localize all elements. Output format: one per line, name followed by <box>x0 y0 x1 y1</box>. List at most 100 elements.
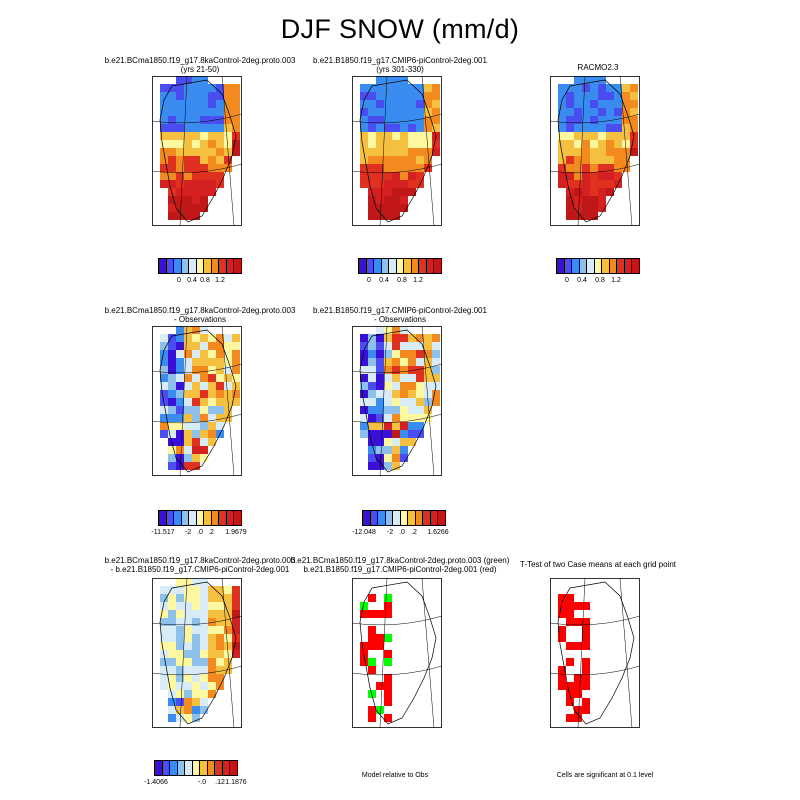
grid-cell <box>614 92 622 100</box>
grid-cell <box>416 148 424 156</box>
longitude-line <box>379 76 388 226</box>
grid-cell <box>200 188 208 196</box>
grid-cell <box>184 390 192 398</box>
grid-cell <box>408 366 416 374</box>
grid-cell <box>208 382 216 390</box>
grid-cell <box>384 164 392 172</box>
grid-cell <box>224 124 232 132</box>
grid-cell <box>384 390 392 398</box>
grid-cell <box>400 390 408 398</box>
latitude-line <box>550 615 640 626</box>
grid-cell <box>200 706 208 714</box>
map-frame <box>152 326 242 476</box>
grid-cell <box>360 414 368 422</box>
colorbar-swatch <box>204 259 212 273</box>
grid-cell <box>384 148 392 156</box>
grid-cell <box>416 366 424 374</box>
grid-cell <box>232 650 240 658</box>
grid-cell <box>216 398 224 406</box>
map-svg <box>152 76 242 226</box>
panel-title-line: b.e21.BCma1850.f19_g17.8kaControl-2deg.p… <box>104 306 296 315</box>
significant-cell <box>558 674 566 682</box>
significant-cell <box>368 666 376 674</box>
colorbar-swatch <box>415 511 424 525</box>
grid-cell <box>384 84 392 92</box>
grid-cell <box>168 382 176 390</box>
grid-cell <box>432 366 440 374</box>
colorbar-tick: -11.517 <box>151 529 175 536</box>
grid-cell <box>192 674 200 682</box>
grid-cell <box>200 334 208 342</box>
grid-cell <box>176 116 184 124</box>
colorbar-swatch <box>166 259 175 273</box>
grid-cell <box>224 366 232 374</box>
grid-cell <box>208 602 216 610</box>
grid-cell <box>224 594 232 602</box>
grid-cell <box>408 430 416 438</box>
grid-cell <box>160 666 168 674</box>
grid-cell <box>216 674 224 682</box>
grid-cell <box>614 172 622 180</box>
grid-cell <box>176 212 184 220</box>
grid-cell <box>160 430 168 438</box>
grid-cell <box>184 430 192 438</box>
significant-cell <box>376 682 384 690</box>
grid-cell <box>192 116 200 124</box>
grid-cell <box>192 172 200 180</box>
grid-cell <box>200 698 208 706</box>
grid-cell <box>384 438 392 446</box>
grid-cell <box>184 148 192 156</box>
grid-cell <box>176 714 184 722</box>
significant-cell <box>384 714 392 722</box>
grid-cell <box>176 626 184 634</box>
grid-cell <box>416 124 424 132</box>
grid-cell <box>192 602 200 610</box>
grid-cell <box>582 108 590 116</box>
grid-cell <box>208 358 216 366</box>
grid-cell <box>574 76 582 84</box>
colorbar-tick: 0.4 <box>577 277 587 284</box>
significant-cell <box>368 658 376 666</box>
grid-cell <box>606 108 614 116</box>
grid-cell <box>184 374 192 382</box>
colorbar-swatch <box>226 259 235 273</box>
grid-cell <box>224 342 232 350</box>
colorbar-swatch <box>594 259 603 273</box>
grid-cell <box>432 374 440 382</box>
grid-cell <box>216 414 224 422</box>
grid-cell <box>630 140 638 148</box>
grid-cell <box>416 108 424 116</box>
grid-cell <box>416 350 424 358</box>
grid-cell <box>232 626 240 634</box>
colorbar-swatch <box>204 511 212 525</box>
grid-cell <box>160 610 168 618</box>
grid-cell <box>160 100 168 108</box>
longitude-line <box>379 578 388 728</box>
grid-cell <box>432 350 440 358</box>
grid-cell <box>216 666 224 674</box>
grid-cell <box>574 84 582 92</box>
grid-cell <box>558 116 566 124</box>
significant-cell <box>558 602 566 610</box>
grid-cell <box>432 84 440 92</box>
grid-cell <box>376 462 384 470</box>
grid-cell <box>416 342 424 350</box>
grid-cell <box>208 610 216 618</box>
grid-cell <box>408 334 416 342</box>
grid-cell <box>416 374 424 382</box>
significant-cell <box>376 706 384 714</box>
grid-cell <box>192 164 200 172</box>
grid-cell <box>176 342 184 350</box>
colorbar-swatch <box>166 511 175 525</box>
colorbar-tick: 1.9679 <box>225 529 247 536</box>
panel-title-r3c3: T-Test of two Case means at each grid po… <box>468 560 728 569</box>
grid-cell <box>232 350 240 358</box>
significant-cell <box>558 634 566 642</box>
significant-cell <box>384 698 392 706</box>
grid-cell <box>200 666 208 674</box>
grid-cell <box>392 140 400 148</box>
grid-cell <box>574 164 582 172</box>
grid-cell <box>368 124 376 132</box>
grid-cell <box>598 76 606 84</box>
grid-cell <box>208 666 216 674</box>
